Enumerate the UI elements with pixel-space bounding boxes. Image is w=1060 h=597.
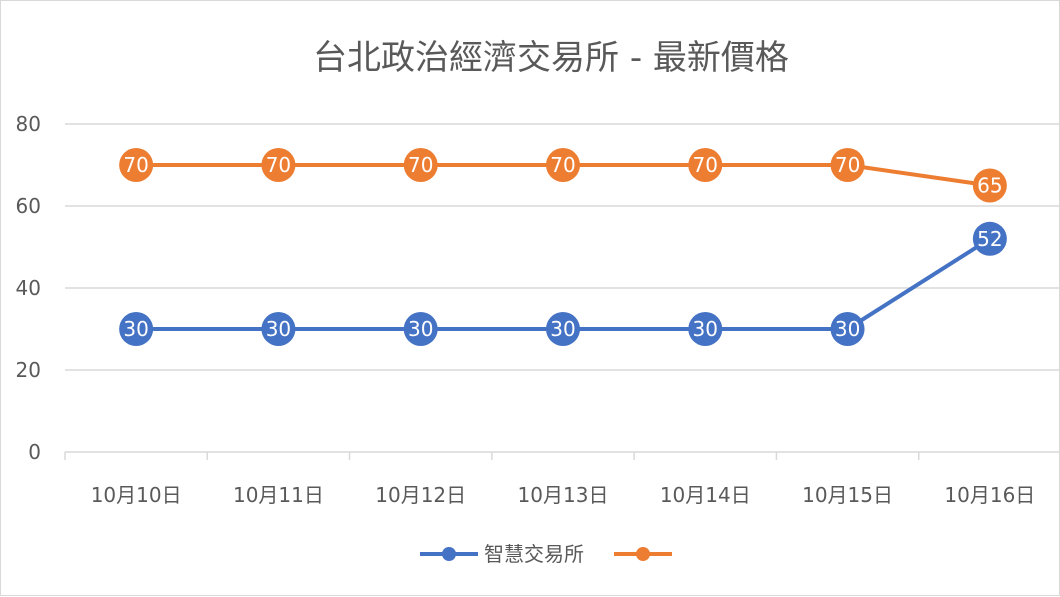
data-label: 65 [977, 174, 1002, 198]
data-label: 30 [266, 317, 291, 341]
x-tick-label: 10月16日 [944, 483, 1035, 507]
legend-marker [636, 547, 650, 561]
x-tick-label: 10月15日 [802, 483, 893, 507]
data-label: 52 [977, 227, 1002, 251]
data-label: 30 [123, 317, 148, 341]
data-point [261, 148, 296, 182]
x-tick-label: 10月13日 [518, 483, 609, 507]
x-tick-label: 10月12日 [375, 483, 466, 507]
y-tick-label: 40 [16, 276, 41, 300]
legend: 智慧交易所 [420, 542, 672, 566]
data-label: 70 [266, 153, 291, 177]
y-tick-label: 20 [16, 358, 41, 382]
data-point [830, 148, 865, 182]
data-point [830, 312, 865, 346]
data-point [261, 312, 296, 346]
x-tick-label: 10月11日 [233, 483, 324, 507]
data-label: 70 [550, 153, 575, 177]
y-tick-label: 80 [16, 112, 41, 136]
x-axis-ticks: 10月10日 10月11日 10月12日 10月13日 10月14日 10月15日 10月1… [91, 483, 1036, 507]
y-tick-label: 60 [16, 194, 41, 218]
data-label: 30 [835, 317, 860, 341]
x-axis [64, 451, 1060, 460]
gridlines [65, 123, 1060, 371]
y-tick-label: 0 [28, 440, 41, 464]
series-layer: 30 30 30 30 30 30 52 70 70 70 70 70 70 65 [119, 148, 1007, 346]
data-point [972, 221, 1007, 256]
data-point [688, 312, 723, 346]
x-tick-label: 10月14日 [660, 483, 751, 507]
y-axis-ticks: 0 20 40 60 80 [16, 112, 41, 464]
data-label: 70 [835, 153, 860, 177]
chart-title: 台北政治經濟交易所 - 最新價格 [313, 38, 789, 78]
data-point [119, 148, 154, 182]
data-point [403, 312, 438, 346]
data-point [119, 312, 154, 346]
data-label: 70 [693, 153, 718, 177]
data-point [403, 148, 438, 182]
data-point [972, 168, 1007, 203]
data-point [546, 148, 580, 182]
data-label: 30 [408, 317, 433, 341]
legend-marker [442, 547, 456, 561]
data-label: 70 [123, 153, 148, 177]
data-label: 30 [693, 317, 718, 341]
data-point [688, 148, 723, 182]
x-tick-label: 10月10日 [91, 483, 182, 507]
data-label: 30 [550, 317, 575, 341]
data-point [546, 312, 580, 346]
legend-label: 智慧交易所 [484, 542, 584, 566]
data-label: 70 [408, 153, 433, 177]
